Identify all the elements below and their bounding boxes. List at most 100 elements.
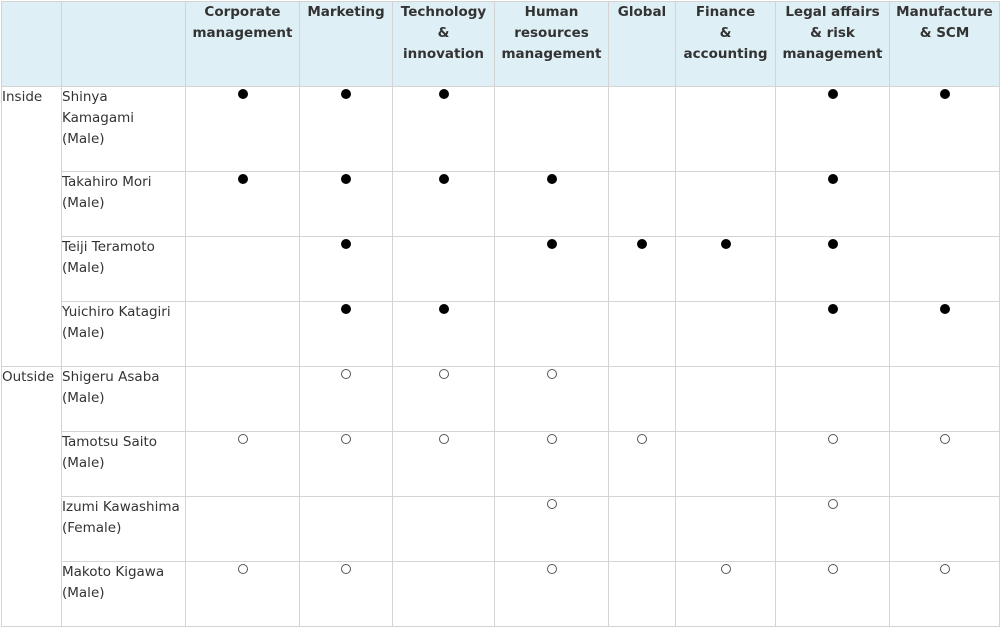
column-header-line: management (501, 46, 602, 62)
skill-cell (775, 236, 890, 302)
filled-circle-icon (341, 89, 351, 99)
column-header-line: innovation (403, 46, 484, 62)
skill-cell (675, 86, 776, 172)
member-name-cell: Shinya Kamagami (Male) (61, 86, 186, 172)
member-gender: (Male) (62, 390, 105, 406)
skill-cell (392, 86, 495, 172)
open-circle-icon (637, 434, 647, 444)
skill-cell (392, 561, 495, 627)
header-row: Corporate management Marketing Technology & i… (1, 1, 1000, 87)
filled-circle-icon (827, 174, 838, 184)
table-row: Takahiro Mori (Male) (2, 171, 1000, 237)
skill-cell (608, 561, 676, 627)
skill-cell (889, 366, 1000, 432)
skill-cell (494, 431, 609, 497)
skill-cell (889, 236, 1000, 302)
member-name-cell: Izumi Kawashima (Female) (61, 496, 186, 562)
open-circle-icon (720, 564, 731, 574)
member-gender: (Male) (62, 195, 105, 211)
open-circle-icon (827, 499, 838, 509)
skill-cell (608, 366, 676, 432)
filled-circle-icon (438, 174, 449, 184)
skill-cell (608, 86, 676, 172)
skill-cell (299, 496, 393, 562)
skill-cell (675, 496, 776, 562)
filled-circle-icon (341, 174, 351, 184)
skill-cell (889, 86, 1000, 172)
column-header-line: Technology (400, 4, 487, 20)
skill-cell (299, 236, 393, 302)
skill-cell (299, 301, 393, 367)
member-gender: (Male) (62, 260, 105, 276)
open-circle-icon (939, 434, 950, 444)
skill-cell (392, 366, 495, 432)
table-row: Tamotsu Saito (Male) (2, 431, 1000, 497)
skill-cell (299, 561, 393, 627)
skill-cell (675, 171, 776, 237)
skill-cell (185, 431, 300, 497)
table-row: Inside Shinya Kamagami (Male) (1, 86, 1000, 367)
skill-cell (299, 366, 393, 432)
member-name-cell: Yuichiro Katagiri (Male) (61, 301, 186, 367)
skill-cell (185, 236, 300, 302)
column-header: Global (608, 1, 676, 87)
filled-circle-icon (237, 174, 248, 184)
skill-cell (494, 86, 609, 172)
open-circle-icon (546, 564, 557, 574)
column-header-line: Corporate (204, 4, 281, 20)
member-name-cell: Tamotsu Saito (Male) (61, 431, 186, 497)
skill-cell (392, 171, 495, 237)
skill-cell (494, 366, 609, 432)
skill-cell (299, 171, 393, 237)
member-name: Teiji Teramoto (62, 239, 155, 255)
open-circle-icon (341, 369, 351, 379)
member-name: Izumi Kawashima (62, 499, 180, 515)
filled-circle-icon (827, 304, 838, 314)
skill-cell (392, 301, 495, 367)
filled-circle-icon (341, 304, 351, 314)
member-name: Tamotsu Saito (62, 434, 158, 450)
skill-cell (889, 431, 1000, 497)
column-header-line: & SCM (919, 25, 970, 41)
open-circle-icon (438, 434, 449, 444)
skill-cell (608, 171, 676, 237)
skill-cell (299, 86, 393, 172)
column-header-line: & risk (810, 25, 855, 41)
column-header-line: resources (514, 25, 589, 41)
skill-cell (608, 301, 676, 367)
skill-cell (675, 561, 776, 627)
member-gender: (Male) (62, 455, 105, 471)
skill-cell (889, 561, 1000, 627)
skill-cell (675, 431, 776, 497)
open-circle-icon (341, 434, 351, 444)
column-header: Finance & accounting (675, 1, 776, 87)
group-label-inside: Inside (1, 86, 62, 367)
header-blank-name (61, 1, 186, 87)
table-row: Izumi Kawashima (Female) (2, 496, 1000, 562)
member-name: Takahiro Mori (62, 174, 152, 190)
filled-circle-icon (438, 89, 449, 99)
table-row: Outside Shigeru Asaba (Male) (1, 366, 1000, 627)
skill-cell (608, 236, 676, 302)
skill-cell (775, 301, 890, 367)
column-header-line: & (437, 25, 450, 41)
filled-circle-icon (438, 304, 449, 314)
column-header-line: Marketing (307, 4, 385, 20)
member-gender: (Male) (62, 585, 105, 601)
column-header-line: & (719, 25, 732, 41)
table-row: Makoto Kigawa (Male) (2, 561, 1000, 627)
skill-cell (608, 431, 676, 497)
skill-cell (775, 431, 890, 497)
skill-cell (185, 301, 300, 367)
header-blank-category (1, 1, 62, 87)
skill-cell (775, 86, 890, 172)
member-name-cell: Makoto Kigawa (Male) (61, 561, 186, 627)
table-row: Yuichiro Katagiri (Male) (2, 301, 1000, 367)
member-name: Makoto Kigawa (62, 564, 165, 580)
filled-circle-icon (341, 239, 351, 249)
skill-cell (675, 301, 776, 367)
member-name-cell: Takahiro Mori (Male) (61, 171, 186, 237)
filled-circle-icon (939, 304, 950, 314)
open-circle-icon (546, 434, 557, 444)
